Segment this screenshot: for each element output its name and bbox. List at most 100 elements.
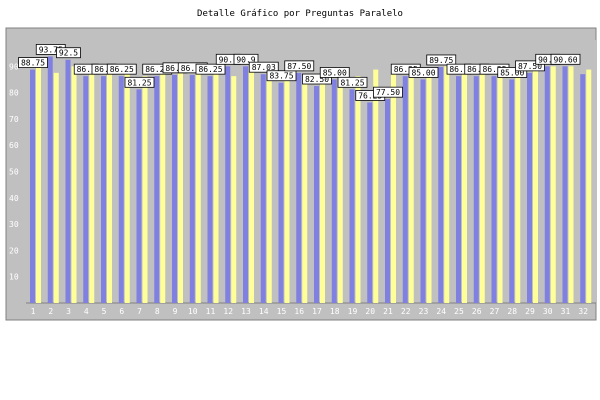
bar — [586, 69, 592, 304]
bar — [47, 56, 53, 303]
bar — [562, 66, 568, 303]
x-tick-label: 12 — [223, 307, 233, 316]
bar — [331, 79, 337, 303]
data-label: 82.50 — [305, 75, 329, 84]
bar — [473, 76, 479, 303]
bar — [101, 76, 106, 303]
x-tick-label: 19 — [348, 307, 358, 316]
data-label: 86.25 — [198, 65, 222, 74]
bar — [385, 99, 390, 303]
x-tick-label: 10 — [188, 307, 198, 316]
data-label-box — [124, 76, 155, 88]
data-label-box — [233, 53, 259, 65]
x-tick-label: 1 — [31, 307, 36, 316]
bar — [36, 66, 41, 303]
bar — [65, 59, 71, 303]
data-label: 83.75 — [269, 72, 293, 81]
x-tick-label: 9 — [173, 307, 178, 316]
y-tick-label: 10 — [9, 273, 19, 282]
x-tick-label: 25 — [454, 307, 464, 316]
bar — [296, 72, 302, 303]
bar — [420, 79, 426, 303]
x-tick-label: 13 — [241, 307, 251, 316]
data-label: 85.00 — [411, 68, 435, 77]
x-tick-label: 5 — [102, 307, 107, 316]
data-label-box — [319, 67, 350, 78]
data-label: 85.00 — [500, 68, 524, 77]
x-tick-label: 24 — [436, 307, 446, 316]
bar — [142, 76, 148, 303]
data-label: 86.75 — [181, 64, 205, 73]
data-label-box — [56, 47, 81, 59]
bar — [355, 76, 361, 303]
data-label: 86.2 — [449, 65, 468, 74]
bar — [320, 69, 325, 304]
data-label-box — [408, 67, 439, 78]
bar — [337, 76, 343, 303]
bar — [497, 69, 503, 304]
x-tick-label: 32 — [578, 307, 588, 316]
y-tick-label: 60 — [9, 141, 19, 150]
x-tick-label: 21 — [383, 307, 393, 316]
data-label: 86.2 — [77, 65, 96, 74]
bar — [249, 69, 254, 304]
data-label: 86.2 — [467, 65, 486, 74]
bar — [491, 76, 497, 303]
bar — [30, 69, 35, 304]
x-tick-label: 31 — [561, 307, 571, 316]
bar — [373, 69, 379, 304]
bar — [136, 89, 142, 303]
x-tick-label: 11 — [206, 307, 216, 316]
data-label: 81.25 — [340, 78, 364, 87]
bar — [408, 69, 414, 304]
chart-title: Detalle Gráfico por Preguntas Paralelo — [197, 9, 403, 19]
y-tick-label: 90 — [9, 62, 19, 71]
x-tick-label: 22 — [401, 307, 411, 316]
bar — [367, 102, 373, 304]
data-label-box — [497, 67, 528, 78]
bar — [391, 66, 396, 303]
data-label: 85.00 — [323, 68, 347, 77]
data-label-box — [195, 63, 226, 75]
data-label: 93.75 — [39, 45, 63, 54]
y-tick-label: 80 — [9, 89, 19, 98]
bar — [426, 69, 432, 304]
bar — [533, 69, 538, 304]
x-axis-ticks: 1 2 3 4 5 6 7 8 9 10 11 12 13 14 15 16 17 18 19 20 21 22 23 24 2… — [31, 307, 589, 316]
bar — [527, 72, 532, 303]
x-tick-label: 14 — [259, 307, 269, 316]
x-tick-label: 8 — [155, 307, 160, 316]
x-tick-label: 16 — [294, 307, 304, 316]
bar — [314, 86, 319, 304]
x-tick-label: 6 — [119, 307, 124, 316]
bar — [89, 69, 95, 304]
data-label: 87.50 — [518, 62, 542, 71]
data-label: 86.25 — [394, 65, 418, 74]
bar — [302, 76, 308, 303]
bar — [160, 69, 166, 304]
data-label-box — [284, 60, 315, 72]
data-label: 86.25 — [482, 65, 506, 74]
bar — [195, 69, 201, 304]
bar — [568, 66, 574, 303]
x-tick-label: 18 — [330, 307, 340, 316]
bar — [225, 66, 231, 303]
x-tick-label: 7 — [137, 307, 142, 316]
y-axis-ticks: 10 20 30 40 50 60 70 80 90 — [9, 62, 19, 281]
bar — [207, 76, 213, 303]
x-tick-label: 23 — [419, 307, 429, 316]
x-tick-label: 20 — [365, 307, 375, 316]
y-tick-label: 30 — [9, 220, 19, 229]
bar — [509, 79, 515, 303]
bar — [284, 69, 290, 304]
data-label: 90.60 — [553, 55, 577, 64]
bar — [213, 66, 219, 303]
x-tick-label: 2 — [48, 307, 53, 316]
bar — [260, 74, 266, 303]
data-label: 87.50 — [287, 62, 311, 71]
data-label-box — [106, 63, 137, 75]
x-tick-label: 30 — [543, 307, 553, 316]
bar — [118, 76, 124, 303]
x-tick-label: 4 — [84, 307, 89, 316]
